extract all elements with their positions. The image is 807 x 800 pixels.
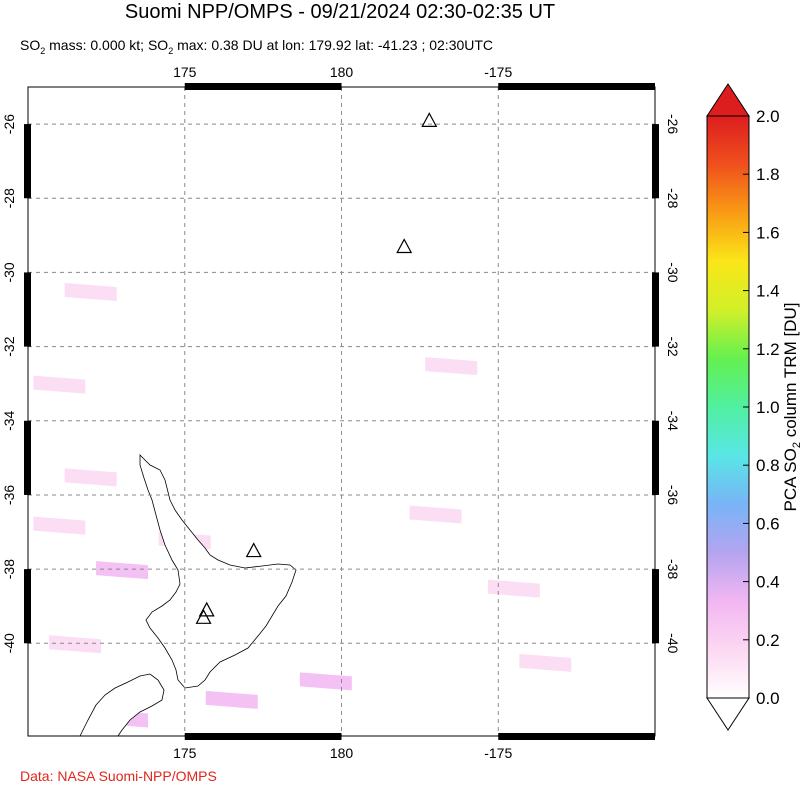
y-tick-label-left: -40 (1, 633, 17, 653)
frame-segment-top (184, 83, 342, 90)
map-background (28, 87, 655, 736)
map-area (28, 87, 655, 736)
y-tick-label-right: -26 (665, 114, 681, 134)
y-tick-label-left: -36 (1, 485, 17, 505)
colorbar-body (706, 115, 750, 699)
colorbar-label: PCA SO2 column TRM [DU] (781, 303, 803, 512)
y-tick-label-left: -34 (1, 410, 17, 430)
y-tick-label-right: -38 (665, 559, 681, 579)
so2-pixel (362, 431, 415, 450)
colorbar-tick-label: 1.0 (756, 398, 780, 417)
frame-segment-bottom (498, 733, 655, 740)
frame-segment-bottom (184, 733, 342, 740)
colorbar-tick-label: 1.2 (756, 340, 780, 359)
coastline (79, 454, 297, 736)
frame-segment-left (24, 272, 31, 347)
so2-pixel (96, 561, 149, 580)
so2-pixel (268, 320, 321, 339)
so2-pixel (190, 208, 243, 227)
frame-segment-right (652, 420, 659, 495)
y-tick-label-left: -32 (1, 336, 17, 356)
colorbar-tick-label: 2.0 (756, 107, 780, 126)
frame-segment-left (24, 124, 31, 199)
so2-pixel (487, 579, 540, 598)
so2-pixel (284, 486, 337, 505)
x-tick-label-bottom: -175 (484, 745, 512, 761)
so2-pixel (80, 134, 133, 153)
data-credit: Data: NASA Suomi-NPP/OMPS (20, 768, 217, 784)
so2-pixel (425, 357, 478, 376)
y-tick-label-left: -30 (1, 262, 17, 282)
y-tick-label-right: -32 (665, 336, 681, 356)
so2-pixel (64, 468, 117, 487)
so2-pixel (33, 190, 86, 209)
so2-pixel (299, 672, 352, 691)
so2-pixel (378, 690, 431, 709)
so2-pixel (205, 690, 258, 709)
colorbar-tick-label: 0.2 (756, 631, 780, 650)
frame-segment-right (652, 569, 659, 644)
so2-pixel (33, 516, 86, 535)
colorbar-max-arrow (706, 83, 750, 117)
so2-pixel (33, 375, 86, 394)
colorbar-min-arrow (706, 697, 750, 731)
frame-segment-left (24, 569, 31, 644)
so2-pixel (409, 505, 462, 524)
x-tick-label-top: -175 (484, 64, 512, 80)
volcano-marker (396, 238, 413, 254)
colorbar-tick-label: 1.4 (756, 282, 780, 301)
y-tick-label-right: -36 (665, 485, 681, 505)
south-island-coastline (79, 673, 165, 736)
x-tick-label-bottom: 175 (173, 745, 197, 761)
colorbar-tick-label: 0.4 (756, 573, 780, 592)
volcano-marker (195, 609, 212, 624)
axis-labels: 175 175 180 180 -175 -175 -26 -26 -28 -28 -30 -30 -3… (1, 64, 681, 761)
x-tick-label-top: 180 (330, 64, 354, 80)
map-frame-ticks (24, 83, 659, 740)
grid-lines (28, 87, 655, 736)
colorbar-tick-label: 1.6 (756, 223, 780, 242)
colorbar: 0.0 0.2 0.4 0.6 0.8 1.0 1.2 1.4 1.6 1.8 2.0 PCA SO2… (706, 83, 803, 731)
y-tick-label-right: -28 (665, 188, 681, 208)
y-tick-label-left: -38 (1, 559, 17, 579)
y-tick-label-right: -34 (665, 411, 681, 431)
so2-pixel (143, 301, 196, 320)
y-tick-label-left: -26 (1, 114, 17, 134)
volcano-marker (245, 542, 262, 558)
colorbar-tick-label: 0.6 (756, 514, 780, 533)
chart-subtitle: SO2 mass: 0.000 kt; SO2 max: 0.38 DU at … (20, 37, 494, 56)
so2-pixel (331, 561, 384, 580)
so2-pixels (33, 134, 572, 728)
colorbar-tick-label: 0.8 (756, 456, 780, 475)
frame-segment-left (24, 420, 31, 495)
so2-pixel (127, 153, 180, 172)
frame-segment-top (498, 83, 655, 90)
volcano-markers (195, 112, 438, 624)
volcano-marker (421, 112, 438, 127)
colorbar-tick-label: 0.0 (756, 689, 780, 708)
frame-segment-right (652, 124, 659, 199)
y-tick-label-right: -40 (665, 633, 681, 653)
x-tick-label-top: 175 (173, 64, 197, 80)
colorbar-tick-label: 1.8 (756, 165, 780, 184)
so2-pixel (64, 282, 117, 301)
y-tick-label-left: -28 (1, 188, 17, 208)
north-island-coastline (139, 454, 297, 689)
so2-pixel (519, 653, 572, 672)
frame-segment-right (652, 272, 659, 347)
x-tick-label-bottom: 180 (330, 745, 354, 761)
chart-title: Suomi NPP/OMPS - 09/21/2024 02:30-02:35 … (124, 1, 556, 23)
so2-pixel (221, 394, 274, 413)
y-tick-label-right: -30 (665, 262, 681, 282)
so2-pixel (49, 635, 102, 654)
